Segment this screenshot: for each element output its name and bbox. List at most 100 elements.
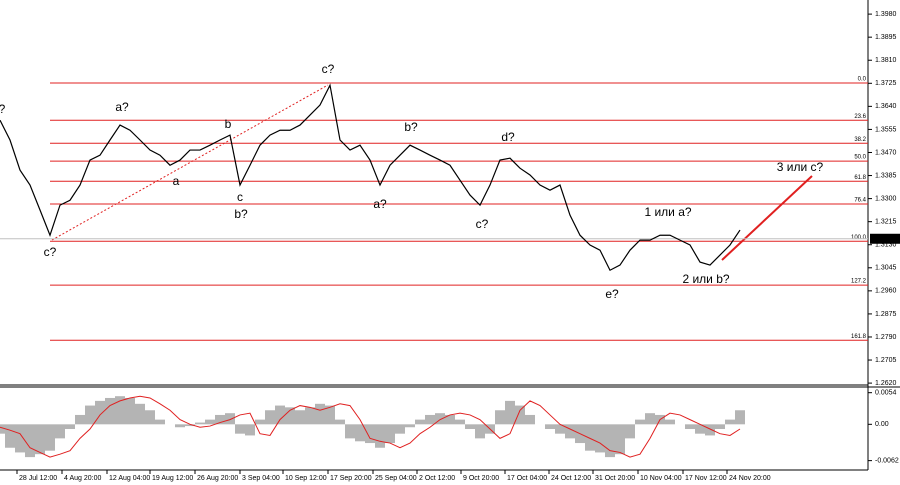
wave-label: b? bbox=[234, 207, 248, 221]
y-tick-label: 1.3895 bbox=[875, 34, 897, 41]
histogram-bar bbox=[0, 424, 5, 434]
y-tick-label: 1.3810 bbox=[875, 57, 897, 64]
x-tick-label: 10 Sep 12:00 bbox=[285, 475, 327, 482]
x-tick-label: 31 Oct 20:00 bbox=[595, 475, 635, 482]
current-price-label: 1.3152 bbox=[873, 236, 895, 243]
histogram-bar bbox=[455, 419, 465, 425]
histogram-bar bbox=[385, 424, 395, 444]
histogram-bar bbox=[195, 422, 205, 425]
wave-label: c bbox=[237, 190, 243, 204]
y-tick-label: 1.3725 bbox=[875, 80, 897, 87]
histogram-bar bbox=[495, 410, 505, 425]
histogram-bar bbox=[555, 424, 565, 434]
fib-level-label: 161.8 bbox=[851, 334, 867, 340]
x-tick-label: 26 Aug 20:00 bbox=[197, 475, 238, 482]
histogram-bar bbox=[465, 424, 475, 429]
histogram-bar bbox=[615, 424, 625, 455]
wave-label: 3 или c? bbox=[777, 160, 824, 174]
histogram-bar bbox=[375, 424, 385, 448]
histogram-bar bbox=[345, 424, 355, 439]
wave-label: 1 или a? bbox=[644, 205, 691, 219]
x-tick-label: 10 Nov 04:00 bbox=[640, 475, 682, 482]
histogram-bar bbox=[665, 419, 675, 425]
histogram-bar bbox=[135, 403, 145, 425]
histogram-bar bbox=[295, 410, 305, 425]
x-tick-label: 12 Aug 04:00 bbox=[109, 475, 150, 482]
histogram-bar bbox=[255, 419, 265, 425]
histogram-bar bbox=[695, 424, 705, 434]
histogram-bar bbox=[405, 424, 415, 428]
y-tick-label: 1.2705 bbox=[875, 357, 897, 364]
histogram-bar bbox=[55, 424, 65, 439]
y-tick-label: 1.3130 bbox=[875, 242, 897, 249]
histogram-bar bbox=[305, 407, 315, 425]
histogram-bar bbox=[15, 424, 25, 453]
histogram-bar bbox=[435, 413, 445, 425]
histogram-bar bbox=[185, 424, 195, 427]
y-tick-label: 1.3300 bbox=[875, 195, 897, 202]
histogram-bar bbox=[285, 407, 295, 425]
histogram-bar bbox=[635, 419, 645, 425]
y-tick-label: -0.0062 bbox=[875, 457, 899, 464]
histogram-bar bbox=[685, 424, 695, 429]
histogram-bar bbox=[735, 410, 745, 425]
histogram-bar bbox=[395, 424, 405, 434]
histogram-bar bbox=[725, 419, 735, 425]
histogram-bar bbox=[175, 424, 185, 428]
histogram-bar bbox=[585, 424, 595, 451]
histogram-bar bbox=[125, 397, 135, 425]
y-tick-label: 1.3215 bbox=[875, 219, 897, 226]
wave-label: 2 или b? bbox=[682, 272, 729, 286]
histogram-bar bbox=[625, 424, 635, 439]
forecast-arrow bbox=[721, 175, 813, 261]
price-line bbox=[0, 83, 741, 272]
wave-label: a? bbox=[373, 197, 387, 211]
x-tick-label: 28 Jul 12:00 bbox=[19, 475, 57, 482]
histogram-bar bbox=[225, 413, 235, 425]
x-tick-label: 17 Nov 12:00 bbox=[685, 475, 727, 482]
wave-label: b bbox=[225, 117, 232, 131]
x-tick-label: 4 Aug 20:00 bbox=[64, 475, 101, 482]
x-tick-label: 2 Oct 12:00 bbox=[419, 475, 455, 482]
fib-level-label: 23.6 bbox=[854, 114, 866, 120]
wave-label: e? bbox=[605, 287, 619, 301]
histogram-bar bbox=[365, 424, 375, 444]
y-tick-label: 1.3640 bbox=[875, 103, 897, 110]
histogram-bar bbox=[605, 424, 615, 458]
fib-level-label: 50.0 bbox=[854, 155, 866, 161]
histogram-bar bbox=[25, 424, 35, 458]
histogram-bar bbox=[205, 419, 215, 425]
histogram-bar bbox=[115, 396, 125, 425]
histogram-bar bbox=[425, 414, 435, 425]
wave-label: c? bbox=[44, 245, 57, 259]
histogram-bar bbox=[5, 424, 15, 448]
histogram-bar bbox=[335, 419, 345, 425]
histogram-bar bbox=[545, 424, 555, 429]
histogram-bar bbox=[35, 424, 45, 455]
histogram-bar bbox=[145, 410, 155, 425]
histogram-bar bbox=[715, 424, 725, 429]
x-tick-label: 24 Nov 20:00 bbox=[729, 475, 771, 482]
wave-label: d? bbox=[501, 130, 515, 144]
histogram-bar bbox=[85, 405, 95, 425]
x-tick-label: 3 Sep 04:00 bbox=[242, 475, 280, 482]
fib-level-label: 0.0 bbox=[858, 77, 867, 83]
wave-label: c? bbox=[476, 217, 489, 231]
x-tick-label: 24 Oct 12:00 bbox=[551, 475, 591, 482]
y-tick-label: 1.3470 bbox=[875, 149, 897, 156]
histogram-bar bbox=[645, 413, 655, 425]
histogram-bar bbox=[595, 424, 605, 453]
histogram-bar bbox=[445, 414, 455, 425]
trend-line bbox=[51, 84, 329, 241]
histogram-bar bbox=[415, 419, 425, 425]
histogram-bar bbox=[325, 405, 335, 425]
histogram-bar bbox=[265, 410, 275, 425]
histogram-bar bbox=[355, 424, 365, 442]
fib-level-label: 76.4 bbox=[854, 198, 866, 204]
histogram-bar bbox=[245, 424, 255, 436]
histogram-bar bbox=[95, 400, 105, 425]
histogram-bar bbox=[155, 419, 165, 425]
y-tick-label: 1.3045 bbox=[875, 265, 897, 272]
y-tick-label: 1.3555 bbox=[875, 126, 897, 133]
